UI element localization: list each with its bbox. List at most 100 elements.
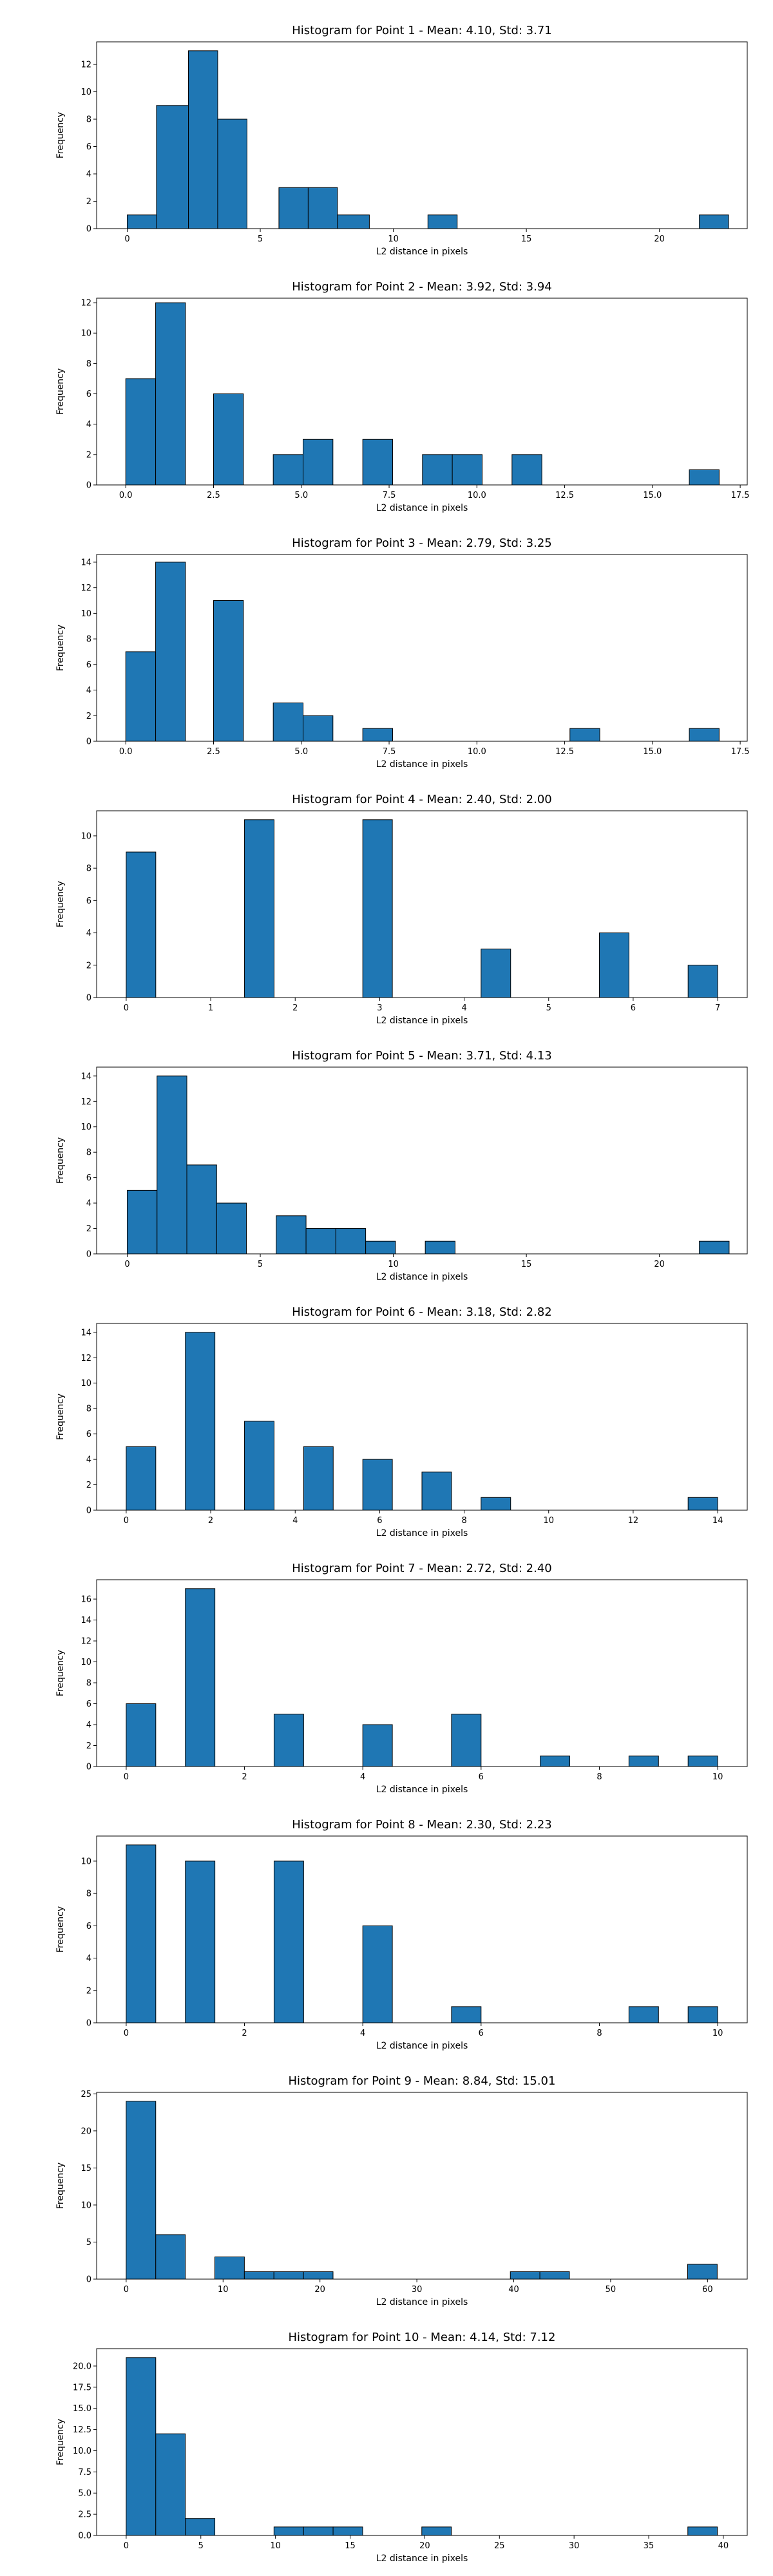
- histogram-bar: [425, 1240, 455, 1255]
- x-tick-label: 6: [479, 2029, 484, 2038]
- y-tick-label: 15: [81, 2164, 91, 2174]
- y-tick-label: 5: [86, 2238, 91, 2248]
- y-tick-label: 2: [86, 1481, 91, 1490]
- x-tick-label: 20: [654, 234, 665, 244]
- plot-frame: [96, 1579, 748, 1767]
- y-tick-label: 0: [86, 225, 91, 234]
- histogram-bar: [689, 469, 720, 486]
- x-tick-label: 14: [712, 1516, 723, 1526]
- histogram-bar: [337, 214, 370, 229]
- y-tick-label: 6: [86, 1700, 91, 1709]
- x-tick-label: 10: [712, 2029, 723, 2038]
- x-tick-label: 15.0: [643, 747, 662, 757]
- histogram-bar: [628, 2006, 659, 2023]
- histogram-panel-7: Histogram for Point 7 - Mean: 2.72, Std:…: [55, 1562, 748, 1795]
- histogram-bar: [303, 1446, 334, 1511]
- histogram-bar: [303, 2271, 334, 2280]
- histogram-bar: [481, 1497, 511, 1511]
- y-axis-label: Frequency: [55, 1906, 66, 1953]
- x-tick-label: 0.0: [119, 747, 133, 757]
- y-tick-label: 10: [81, 1122, 91, 1132]
- x-tick-label: 5: [546, 1003, 551, 1013]
- histogram-bar: [510, 2271, 540, 2280]
- histogram-panel-5: Histogram for Point 5 - Mean: 3.71, Std:…: [55, 1049, 748, 1282]
- chart-title: Histogram for Point 7 - Mean: 2.72, Std:…: [292, 1562, 552, 1575]
- x-tick-label: 15: [345, 2541, 356, 2551]
- y-tick-label: 2.5: [78, 2510, 91, 2520]
- chart-title: Histogram for Point 5 - Mean: 3.71, Std:…: [292, 1049, 552, 1063]
- histogram-bar: [335, 1228, 367, 1255]
- x-tick-label: 10: [388, 1260, 399, 1269]
- x-tick-label: 2.5: [207, 491, 220, 500]
- histogram-bar: [273, 2271, 304, 2280]
- histogram-bar: [699, 214, 729, 229]
- x-tick-label: 0: [124, 1772, 129, 1782]
- y-tick-label: 8: [86, 359, 91, 369]
- histogram-panel-3: Histogram for Point 3 - Mean: 2.79, Std:…: [55, 536, 750, 770]
- y-tick-label: 6: [86, 896, 91, 906]
- histogram-bar: [155, 302, 186, 486]
- y-tick-label: 8: [86, 1679, 91, 1689]
- x-tick-label: 4: [461, 1003, 466, 1013]
- x-axis-label: L2 distance in pixels: [376, 1016, 468, 1026]
- histogram-bar: [421, 1472, 452, 1511]
- y-tick-label: 6: [86, 142, 91, 152]
- histogram-bar: [305, 1228, 336, 1255]
- x-tick-label: 0.0: [119, 491, 133, 500]
- histogram-bar: [365, 1240, 396, 1255]
- y-tick-label: 14: [81, 1072, 91, 1081]
- x-tick-label: 1: [208, 1003, 213, 1013]
- x-tick-label: 8: [596, 1772, 602, 1782]
- x-tick-label: 5: [198, 2541, 204, 2551]
- y-axis-label: Frequency: [55, 112, 66, 158]
- y-tick-label: 5.0: [78, 2489, 91, 2499]
- histogram-bar: [687, 965, 718, 998]
- histogram-panel-1: Histogram for Point 1 - Mean: 4.10, Std:…: [55, 24, 748, 257]
- y-tick-label: 0: [86, 737, 91, 747]
- y-tick-label: 7.5: [78, 2468, 91, 2477]
- x-tick-label: 20: [419, 2541, 430, 2551]
- y-axis-label: Frequency: [55, 368, 66, 415]
- y-tick-label: 10: [81, 1857, 91, 1866]
- x-tick-label: 0: [124, 1260, 129, 1269]
- x-tick-label: 5.0: [294, 491, 308, 500]
- x-tick-label: 0: [124, 2029, 129, 2038]
- y-tick-label: 4: [86, 1455, 91, 1465]
- y-tick-label: 4: [86, 1954, 91, 1964]
- x-tick-label: 5.0: [294, 747, 308, 757]
- x-tick-label: 10: [712, 1772, 723, 1782]
- histogram-bar: [244, 1421, 274, 1511]
- y-tick-label: 2: [86, 961, 91, 971]
- histogram-bar: [157, 1075, 187, 1255]
- histogram-bar: [451, 2006, 482, 2023]
- histogram-bar: [273, 1714, 304, 1767]
- histogram-bar: [362, 1459, 393, 1511]
- histogram-bar: [362, 728, 393, 742]
- histogram-bar: [302, 439, 334, 486]
- histogram-bar: [687, 2006, 718, 2023]
- x-tick-label: 30: [412, 2285, 423, 2295]
- x-tick-label: 10: [388, 234, 399, 244]
- histogram-bar: [687, 1756, 718, 1767]
- histogram-bar: [127, 1189, 158, 1255]
- histogram-bar: [155, 2433, 186, 2536]
- histogram-bar: [427, 214, 458, 229]
- chart-title: Histogram for Point 3 - Mean: 2.79, Std:…: [292, 536, 552, 550]
- x-tick-label: 0: [124, 234, 129, 244]
- y-axis-label: Frequency: [55, 1650, 66, 1696]
- y-tick-label: 12: [81, 299, 91, 308]
- histogram-bar: [598, 933, 629, 998]
- y-tick-label: 10: [81, 1658, 91, 1667]
- histogram-bar: [273, 2526, 304, 2536]
- histogram-bar: [303, 2526, 334, 2536]
- histogram-panel-6: Histogram for Point 6 - Mean: 3.18, Std:…: [55, 1305, 748, 1539]
- histogram-bar: [185, 1332, 216, 1511]
- histogram-panel-10: Histogram for Point 10 - Mean: 4.14, Std…: [55, 2331, 748, 2564]
- y-axis-label: Frequency: [55, 625, 66, 671]
- x-tick-label: 15.0: [643, 491, 662, 500]
- y-tick-label: 2: [86, 1741, 91, 1751]
- x-tick-label: 0: [124, 1516, 129, 1526]
- histogram-bar: [362, 819, 393, 998]
- y-tick-label: 10.0: [73, 2447, 91, 2456]
- y-tick-label: 0: [86, 994, 91, 1003]
